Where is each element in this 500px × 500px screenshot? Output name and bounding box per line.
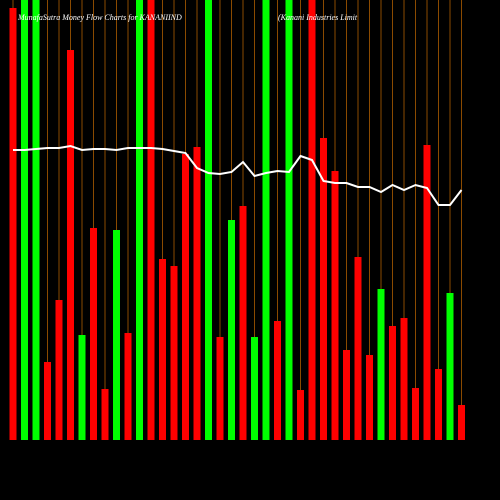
bar [44,362,51,440]
bar [423,145,431,440]
bar [101,389,109,440]
chart-title: MunafaSutra Money Flow Charts for KANANI… [17,13,182,22]
bar [308,0,316,440]
bar [354,257,362,440]
bars [9,0,465,440]
bar [239,206,247,440]
bar [90,228,97,440]
bar [343,350,350,440]
bar [9,8,17,440]
bar [78,335,86,440]
line [13,144,463,206]
bar [147,0,155,440]
bar [216,337,224,440]
bar [446,293,454,440]
bar [331,171,339,440]
lines [13,144,463,206]
bar [205,0,212,440]
bar [458,405,465,440]
bar [67,50,74,440]
bar [377,289,385,440]
bar [435,369,442,440]
bar [274,321,281,440]
bar [21,0,28,440]
bar [124,333,132,440]
chart-subtitle: (Kanani Industries Limit [278,13,358,22]
bar [113,230,120,440]
bar [170,266,178,440]
bar [251,337,258,440]
bar [136,0,143,440]
bar [400,318,408,440]
bar [182,154,189,440]
bar [285,0,293,440]
bar [389,326,396,440]
bar [228,220,235,440]
bar [412,388,419,440]
bar [193,147,201,440]
bar [366,355,373,440]
bar [55,300,63,440]
bar [159,259,166,440]
bar [320,138,327,440]
bar [262,0,270,440]
bar [297,390,304,440]
bar [32,0,40,440]
